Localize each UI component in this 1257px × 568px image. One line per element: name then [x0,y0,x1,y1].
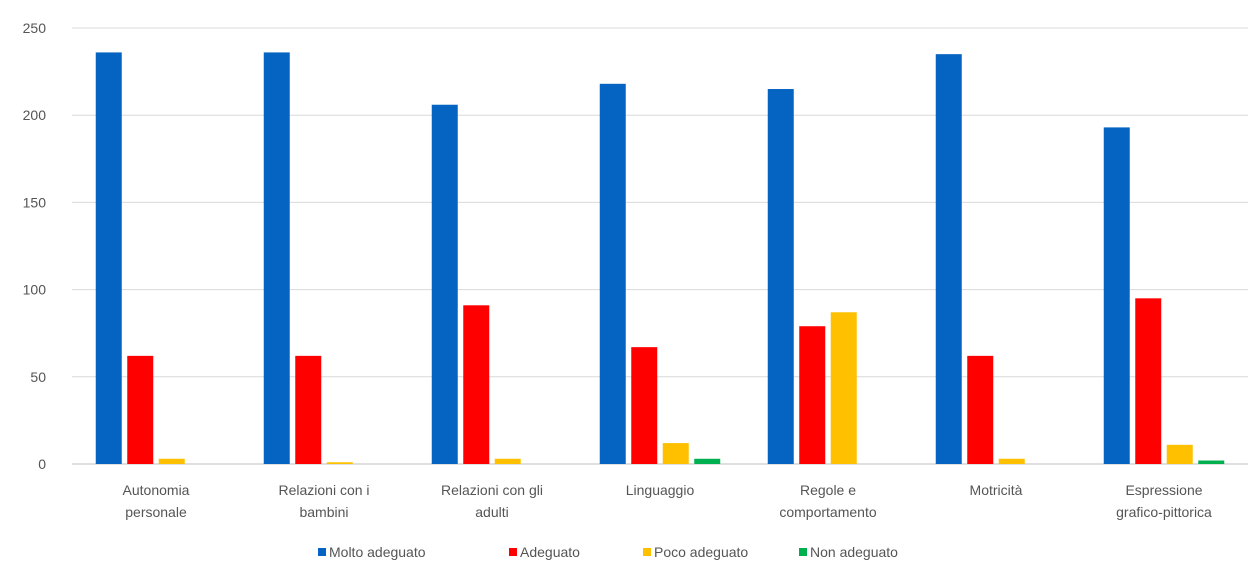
legend-item: Molto adeguato [318,544,426,560]
y-tick-label: 150 [23,194,47,210]
bar-poco-adeguato [830,312,857,464]
legend-swatch [643,548,651,556]
bar-adeguato [127,355,154,464]
y-tick-label: 50 [30,369,46,385]
legend-item: Adeguato [509,544,580,560]
bar-molto-adeguato [935,54,962,464]
legend-label: Poco adeguato [654,544,748,560]
x-category-label: Linguaggio [626,482,695,498]
legend-label: Non adeguato [810,544,898,560]
legend-label: Adeguato [520,544,580,560]
bar-molto-adeguato [599,83,626,465]
legend-swatch [799,548,807,556]
x-category-label: Relazioni con gli [441,482,543,498]
bar-non-adeguato [1198,460,1225,464]
x-category-label: personale [125,504,187,520]
legend-label: Molto adeguato [329,544,426,560]
bar-poco-adeguato [1166,444,1193,464]
x-category-label: comportamento [779,504,876,520]
x-category-label: Relazioni con i [278,482,369,498]
legend-item: Non adeguato [799,544,898,560]
bar-poco-adeguato [494,458,521,464]
bar-non-adeguato [694,458,721,464]
bar-adeguato [463,305,490,464]
y-tick-label: 250 [23,20,47,36]
x-category-label: Espressione [1125,482,1202,498]
x-category-label: Autonomia [123,482,190,498]
gridlines [72,27,1248,465]
bar-adeguato [295,355,322,464]
bar-molto-adeguato [431,104,458,465]
y-tick-label: 0 [38,456,46,472]
legend: Molto adeguato Adeguato Poco adeguato Non a… [318,544,898,560]
bar-adeguato [631,347,658,464]
bar-adeguato [799,326,826,464]
bar-poco-adeguato [662,443,689,464]
bar-molto-adeguato [1103,127,1130,465]
x-category-label: Motricità [970,482,1023,498]
x-category-label: bambini [299,504,348,520]
x-category-label: adulti [475,504,508,520]
legend-swatch [318,548,326,556]
bar-molto-adeguato [263,52,290,464]
y-axis-ticks: 0 50 100 150 200 250 [23,20,47,472]
bar-adeguato [967,355,994,464]
y-tick-label: 200 [23,107,47,123]
bar-adeguato [1135,298,1162,464]
legend-swatch [509,548,517,556]
bar-molto-adeguato [95,52,122,464]
bar-poco-adeguato [998,458,1025,464]
bar-poco-adeguato [158,458,185,464]
bar-molto-adeguato [767,89,794,464]
legend-item: Poco adeguato [643,544,748,560]
x-category-label: grafico-pittorica [1116,504,1212,520]
x-axis-labels: Autonomia personale Relazioni con i bambini… [123,482,1213,520]
y-tick-label: 100 [23,282,47,298]
bars [95,52,1225,465]
bar-poco-adeguato [326,462,353,464]
x-category-label: Regole e [800,482,856,498]
